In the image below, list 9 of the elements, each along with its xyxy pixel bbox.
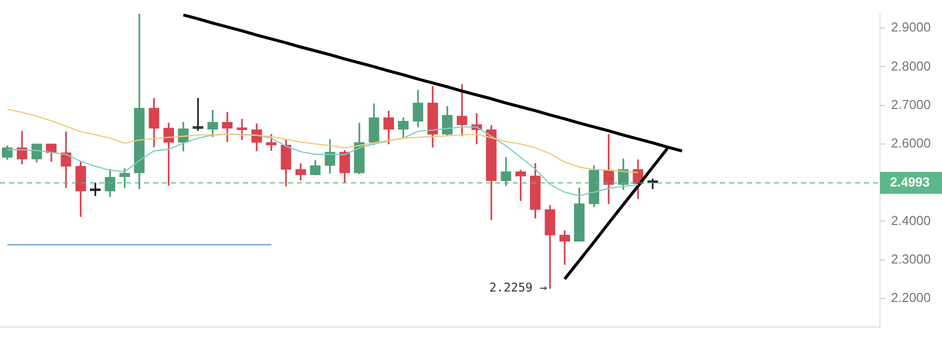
y-tick-label: 2.7000 bbox=[891, 96, 931, 112]
y-tick-label: 2.4000 bbox=[891, 212, 931, 228]
annotation: 2.2259 → bbox=[489, 280, 547, 295]
y-tick-label: 2.8000 bbox=[891, 58, 931, 74]
y-tick-label: 2.6000 bbox=[891, 136, 931, 151]
ref-line-label: 2.4993 bbox=[890, 174, 930, 190]
y-tick-label: 2.9000 bbox=[891, 20, 931, 35]
y-tick-label: 2.3000 bbox=[891, 251, 931, 266]
y-tick-label: 2.2000 bbox=[891, 290, 931, 305]
